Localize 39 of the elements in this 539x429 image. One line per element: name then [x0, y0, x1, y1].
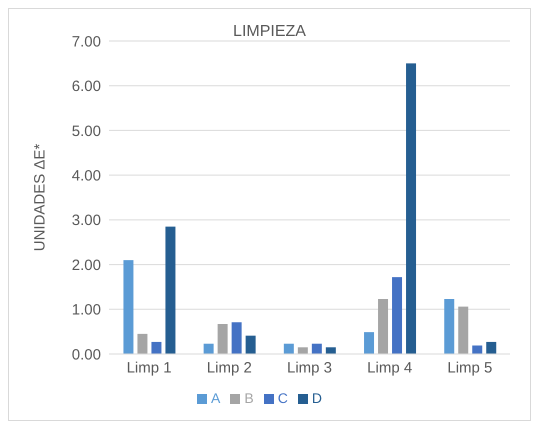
bar — [472, 346, 482, 354]
x-tick-label: Limp 1 — [126, 360, 172, 377]
y-tick-label: 4.00 — [72, 167, 101, 184]
y-tick-label: 3.00 — [72, 212, 101, 230]
y-tick-label: 7.00 — [72, 33, 101, 50]
legend-label: C — [278, 390, 288, 406]
y-tick-label: 5.00 — [72, 122, 101, 140]
bar — [246, 336, 256, 354]
bar — [444, 299, 454, 354]
y-tick-label: 1.00 — [72, 302, 101, 319]
bar — [312, 344, 322, 354]
legend-label: A — [211, 390, 220, 406]
legend-label: D — [312, 390, 322, 406]
x-tick-label: Limp 4 — [367, 360, 412, 377]
bar — [298, 347, 308, 354]
bar — [486, 342, 496, 354]
x-tick-label: Limp 5 — [447, 360, 492, 377]
bar — [218, 324, 228, 354]
x-tick-label: Limp 2 — [206, 360, 252, 377]
y-tick-label: 2.00 — [72, 256, 101, 274]
bar — [137, 334, 148, 354]
bar — [364, 332, 374, 354]
y-tick-label: 0.00 — [72, 346, 101, 364]
bar — [392, 277, 402, 354]
bar — [326, 347, 336, 354]
bar — [406, 63, 416, 354]
bar — [458, 306, 468, 354]
x-tick-label: Limp 3 — [286, 360, 332, 377]
legend-label: B — [244, 390, 254, 406]
y-tick-label: 6.00 — [72, 78, 101, 96]
bar — [232, 322, 242, 354]
bar — [378, 299, 388, 354]
bar — [204, 344, 214, 354]
bar — [123, 260, 134, 354]
bar — [151, 342, 162, 354]
bar — [165, 226, 176, 354]
y-axis-title: UNIDADES ΔE* — [31, 144, 48, 252]
bar — [284, 344, 294, 354]
chart-title: LIMPIEZA — [233, 23, 306, 40]
